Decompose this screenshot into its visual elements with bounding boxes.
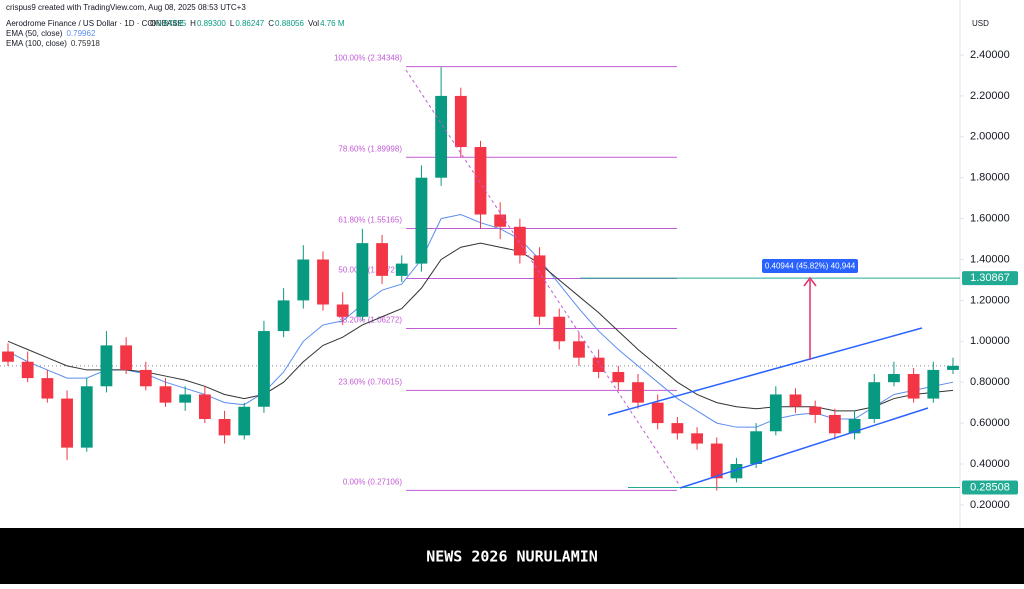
fib-label: 78.60% (1.89998) (338, 144, 402, 153)
candle-body (730, 463, 743, 479)
y-tick-label: 2.00000 (970, 131, 1010, 143)
measure-label: 0.40944 (45.82%) 40,944 (765, 262, 856, 271)
candle-body (120, 345, 133, 370)
y-tick-label: 1.40000 (970, 253, 1010, 265)
candle-body (612, 371, 625, 383)
channel-lower (679, 407, 929, 489)
ohlc-value: 4.76 M (320, 19, 345, 28)
fib-label: 50.00% (1.30727) (338, 266, 402, 275)
candle-body (592, 357, 605, 372)
candle-body (218, 419, 231, 436)
fib-label: 61.80% (1.55165) (338, 216, 402, 225)
y-tick-label: 1.00000 (970, 335, 1010, 347)
y-tick-label: 1.80000 (970, 172, 1010, 184)
ohlc-value: 0.87495 (157, 19, 186, 28)
candle-body (494, 214, 507, 227)
fib-label: 38.20% (1.06272) (338, 316, 402, 325)
candle-body (238, 406, 251, 436)
candle-body (828, 414, 841, 434)
footer: NEWS 2026 NURULAMIN (426, 548, 598, 566)
fib-label: 100.00% (2.34348) (334, 54, 402, 63)
candle-body (691, 433, 703, 444)
candle-body (809, 406, 822, 415)
candle-body (848, 419, 861, 434)
footer-bar (0, 528, 1024, 584)
candle-body (415, 177, 428, 264)
ohlc-value: 0.89300 (197, 19, 226, 28)
legend-value: 0.79962 (66, 29, 95, 38)
legend-label: EMA (50, close) (6, 29, 63, 38)
candle-body (297, 259, 310, 301)
candle-body (710, 443, 723, 479)
price-label-box (962, 271, 1018, 286)
candle-body (41, 378, 54, 399)
candle-body (947, 365, 959, 370)
candle-body (927, 369, 940, 399)
candle-body (336, 304, 349, 317)
candle-body (513, 226, 526, 256)
fib-label: 23.60% (0.76015) (338, 377, 402, 386)
ohlc-value: 0.86247 (235, 19, 264, 28)
candle-body (868, 382, 881, 420)
plot-background (0, 0, 1024, 528)
candle-body (553, 316, 566, 342)
ohlc-label: H (190, 19, 196, 28)
candle-body (474, 147, 487, 215)
candle-body (651, 402, 664, 424)
candle-body (356, 243, 369, 317)
measure-arrow-head (803, 276, 817, 287)
price-label-box (962, 480, 1018, 495)
candle-body (2, 351, 14, 362)
ohlc-value: 0.88056 (275, 19, 304, 28)
y-tick-label: 0.20000 (970, 499, 1010, 511)
y-tick-label: 0.60000 (970, 417, 1010, 429)
ohlc-label: O (150, 19, 156, 28)
candle-body (769, 394, 782, 432)
candle-body (533, 255, 546, 317)
candle-body (198, 394, 211, 420)
axis-label: USD (972, 19, 989, 28)
y-tick-label: 2.40000 (970, 49, 1010, 61)
candle-body (80, 386, 93, 448)
candle-body (159, 386, 172, 403)
channel-upper (607, 327, 923, 416)
candle-body (888, 374, 900, 383)
fib-trend-line (405, 69, 681, 487)
price-label: 0.28508 (970, 481, 1010, 493)
y-tick-label: 2.20000 (970, 90, 1010, 102)
candle-body (100, 345, 113, 387)
candle-body (632, 382, 644, 403)
y-tick-label: 1.60000 (970, 213, 1010, 225)
candle-body (573, 341, 585, 358)
credit: crispus9 created with TradingView.com, A… (6, 3, 246, 12)
y-tick-label: 0.80000 (970, 376, 1010, 388)
candle-body (139, 369, 152, 387)
ohlc-label: Vol (308, 19, 319, 28)
candle-body (317, 259, 329, 305)
ohlc-label: C (268, 19, 274, 28)
y-tick-label: 1.20000 (970, 294, 1010, 306)
measure-label-box (762, 259, 858, 273)
y-tick-label: 0.40000 (970, 458, 1010, 470)
candle-body (395, 263, 408, 276)
candle-body (671, 423, 684, 434)
fib-label: 0.00% (0.27106) (343, 477, 402, 486)
ohlc-label: L (230, 19, 235, 28)
candle-body (258, 331, 270, 407)
candle-body (21, 361, 34, 379)
candle-body (376, 243, 388, 276)
candle-body (750, 431, 763, 464)
candle-body (61, 398, 73, 448)
legend-value: 0.75918 (71, 39, 100, 48)
candle-body (435, 95, 448, 178)
candle-body (179, 394, 192, 403)
legend-label: EMA (100, close) (6, 39, 67, 48)
candle-body (454, 95, 467, 148)
candle-body (789, 394, 802, 407)
candle-body (277, 300, 290, 332)
candle-body (907, 374, 920, 399)
chart-title: Aerodrome Finance / US Dollar · 1D · COI… (6, 19, 183, 28)
price-label: 1.30867 (970, 272, 1010, 284)
